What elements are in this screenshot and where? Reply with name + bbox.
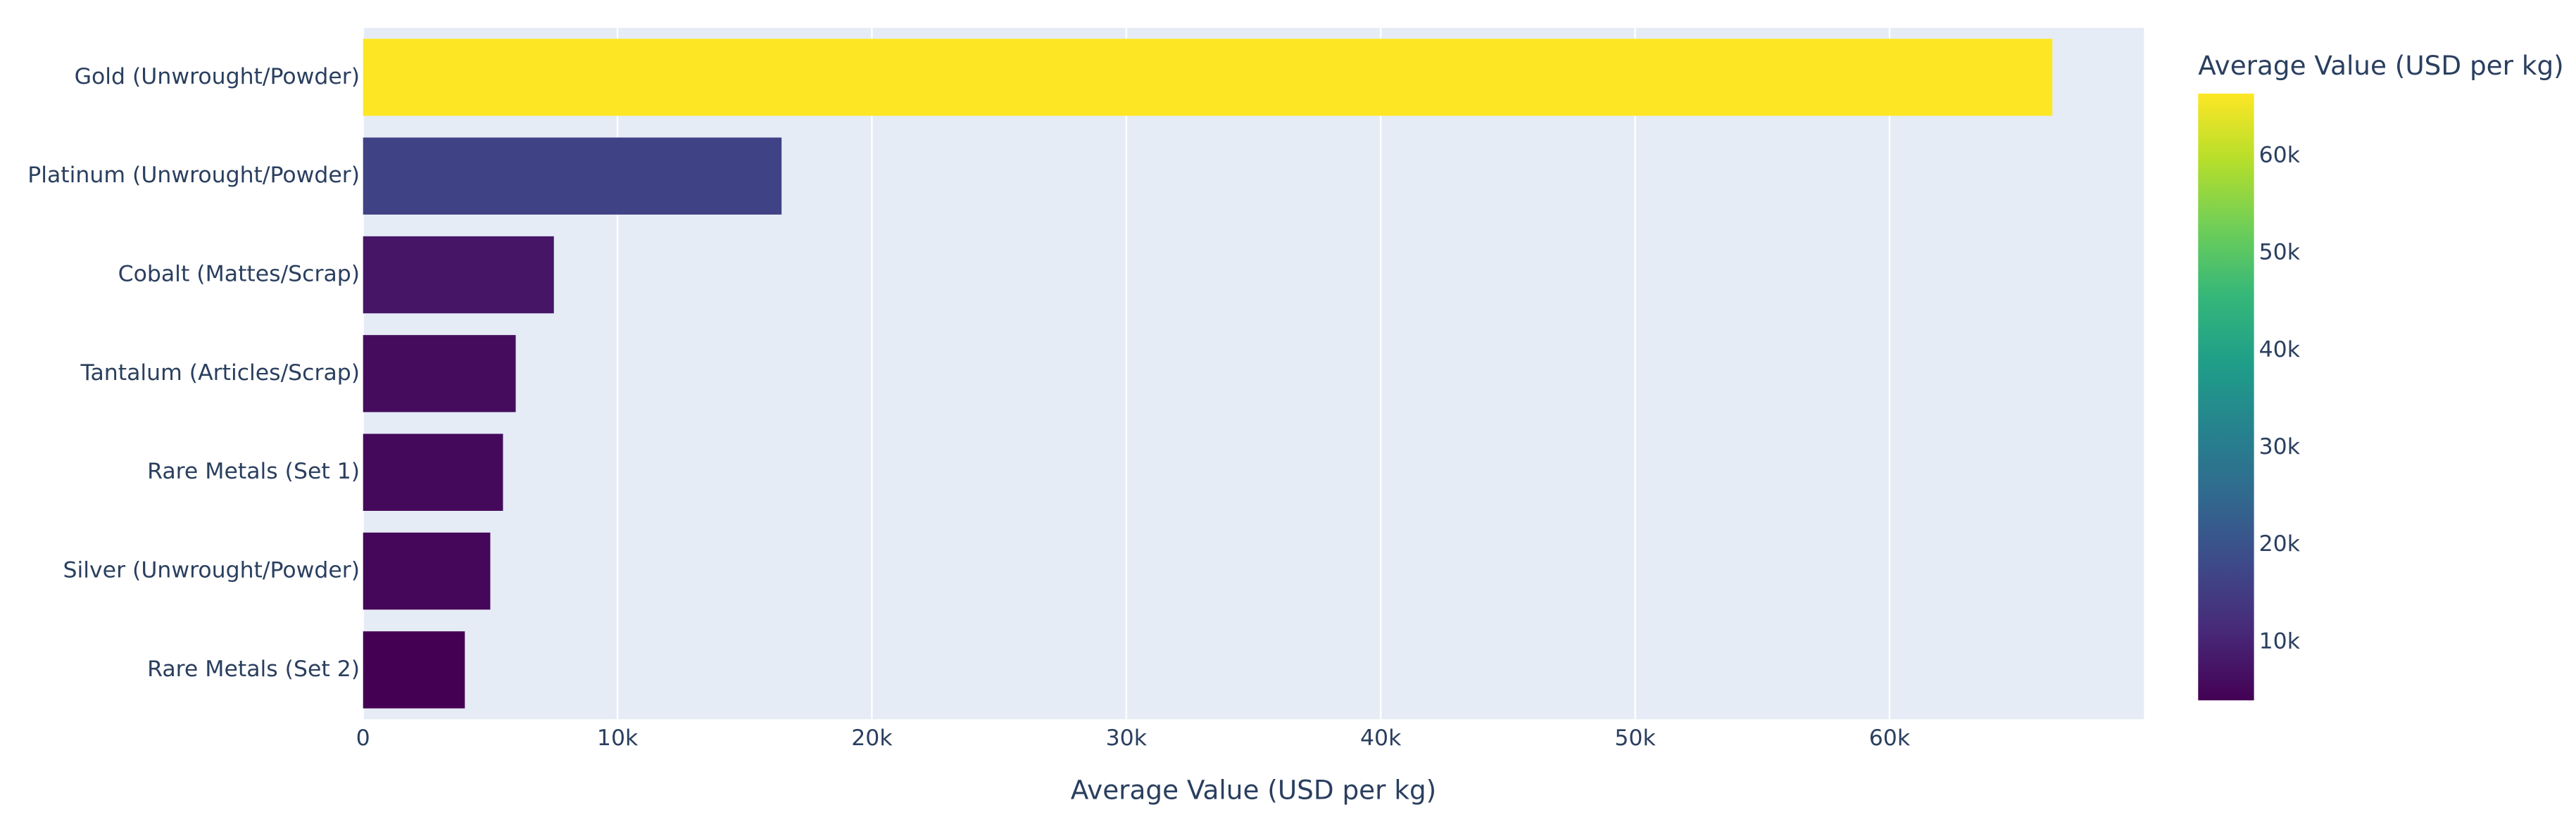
- bar: [363, 236, 554, 314]
- x-tick-label: 60k: [1869, 725, 1911, 751]
- y-tick-label: Cobalt (Mattes/Scrap): [118, 262, 360, 287]
- x-tick-label: 50k: [1614, 725, 1656, 751]
- y-tick-label: Platinum (Unwrought/Powder): [27, 163, 360, 188]
- bar: [363, 137, 782, 215]
- x-tick-label: 20k: [851, 725, 893, 751]
- colorbar-tick-label: 10k: [2259, 628, 2301, 654]
- plot-area: [363, 27, 2144, 720]
- x-tick-label: 30k: [1106, 725, 1148, 751]
- x-axis-title: Average Value (USD per kg): [1071, 774, 1436, 805]
- bar: [363, 433, 503, 511]
- bar: [363, 335, 516, 412]
- x-tick-label: 10k: [597, 725, 639, 751]
- x-tick-label: 0: [356, 725, 370, 751]
- bar: [363, 631, 465, 709]
- y-tick-label: Silver (Unwrought/Powder): [63, 558, 360, 583]
- colorbar-title: Average Value (USD per kg): [2198, 50, 2563, 81]
- bar: [363, 39, 2053, 116]
- y-tick-label: Tantalum (Articles/Scrap): [80, 360, 360, 386]
- colorbar-tick-label: 20k: [2259, 531, 2301, 557]
- y-tick-label: Gold (Unwrought/Powder): [75, 64, 360, 89]
- colorbar-tick-label: 30k: [2259, 434, 2301, 459]
- colorbar-tick-label: 50k: [2259, 240, 2301, 265]
- colorbar-tick-label: 60k: [2259, 142, 2301, 167]
- y-tick-label: Rare Metals (Set 1): [147, 459, 360, 484]
- colorbar-tick-label: 40k: [2259, 337, 2301, 362]
- bar: [363, 532, 491, 610]
- y-tick-label: Rare Metals (Set 2): [147, 657, 360, 682]
- x-tick-label: 40k: [1360, 725, 1402, 751]
- colorbar: [2198, 94, 2254, 701]
